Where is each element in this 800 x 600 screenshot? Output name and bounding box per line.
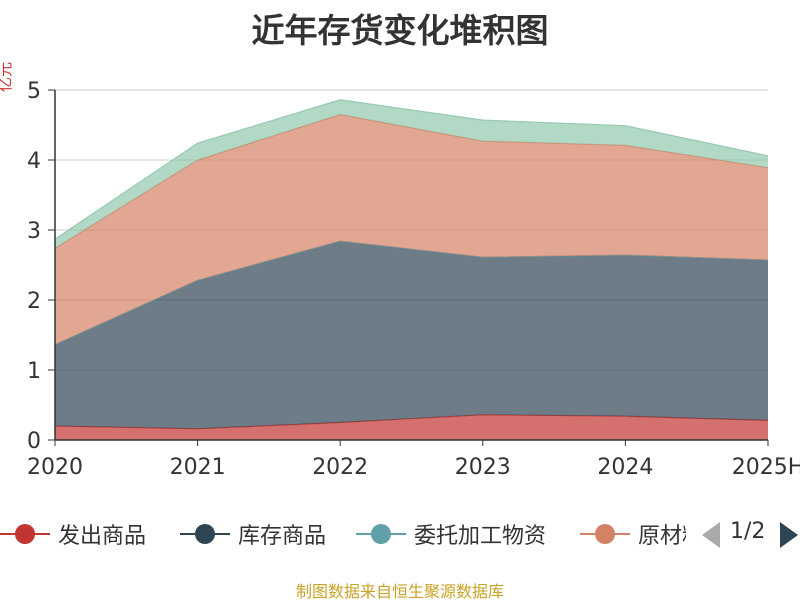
legend-label: 原材料	[638, 524, 686, 549]
legend-label: 库存商品	[238, 524, 327, 549]
legend-item[interactable]: 原材料	[580, 514, 686, 554]
legend-marker-icon	[356, 514, 406, 554]
legend-label: 发出商品	[58, 524, 147, 549]
y-tick-label: 4	[27, 149, 41, 174]
legend: 发出商品 库存商品 委托加工物资 原材料	[0, 514, 686, 554]
legend-item[interactable]: 发出商品	[0, 514, 146, 554]
legend-pager: 1/2	[700, 514, 800, 554]
x-tick-label: 2024	[597, 455, 653, 480]
legend-marker-icon	[180, 514, 230, 554]
area-series-3	[55, 114, 768, 345]
legend-marker-icon	[580, 514, 630, 554]
area-series-line-4	[54, 99, 769, 240]
chart-title: 近年存货变化堆积图	[251, 11, 549, 50]
x-tick-label: 2023	[455, 455, 511, 480]
y-tick-label: 2	[27, 289, 41, 314]
y-tick-label: 3	[27, 219, 41, 244]
x-tick-label: 2025H	[732, 455, 800, 480]
x-tick-label: 2022	[312, 455, 368, 480]
legend-item[interactable]: 库存商品	[180, 514, 326, 554]
area-series-1	[55, 241, 768, 429]
x-tick-label: 2021	[170, 455, 226, 480]
legend-label: 委托加工物资	[414, 524, 547, 549]
area-series	[54, 99, 769, 440]
area-series-0	[55, 414, 768, 440]
legend-marker-icon	[0, 514, 50, 554]
legend-page-indicator: 1/2	[730, 519, 766, 544]
next-page-icon[interactable]	[780, 522, 798, 548]
y-tick-label: 1	[27, 359, 41, 384]
previous-page-icon[interactable]	[702, 522, 720, 548]
axes: 0 1 2 3 4 5 2020 2021 2022 2023 2024 2025H	[27, 79, 800, 480]
x-tick-label: 2020	[27, 455, 83, 480]
y-tick-label: 5	[27, 79, 41, 104]
legend-item[interactable]: 委托加工物资	[356, 514, 546, 554]
data-source-note: 制图数据来自恒生聚源数据库	[295, 582, 504, 600]
area-series-4	[55, 99, 768, 249]
y-tick-label: 0	[27, 429, 41, 454]
